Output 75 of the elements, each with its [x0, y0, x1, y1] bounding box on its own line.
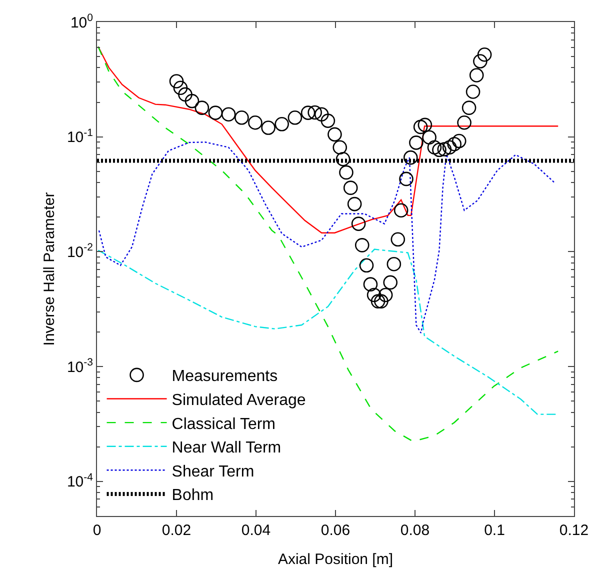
y-tick-label: 10$^{0}$	[70, 12, 94, 32]
point	[221, 107, 236, 122]
x-tick-label: 0.04	[241, 522, 271, 539]
point	[359, 258, 374, 273]
point	[366, 288, 382, 302]
point	[403, 150, 418, 165]
point	[390, 232, 406, 247]
point	[374, 294, 388, 308]
point	[386, 256, 402, 272]
x-axis-title: Axial Position [m]	[278, 551, 394, 568]
point	[466, 84, 480, 99]
x-tick-label: 0	[92, 522, 102, 539]
point	[383, 275, 398, 290]
point	[320, 114, 336, 128]
point	[184, 94, 200, 108]
x-tick-label: 0.06	[320, 522, 350, 539]
point	[339, 165, 354, 180]
point	[328, 127, 342, 142]
legend-label: Classical Term	[172, 416, 276, 433]
x-tick-label: 0.1	[484, 522, 505, 539]
point	[343, 180, 358, 195]
point	[178, 87, 192, 102]
point	[394, 203, 408, 218]
point	[452, 134, 466, 148]
point	[347, 196, 362, 212]
point	[300, 106, 316, 120]
point	[370, 294, 386, 308]
point	[248, 115, 262, 130]
legend-label: Simulated Average	[172, 392, 306, 409]
point	[336, 152, 350, 166]
line-series	[98, 46, 559, 442]
point	[447, 136, 462, 152]
point	[208, 106, 223, 120]
point	[422, 130, 436, 145]
point	[473, 54, 488, 68]
x-tick-label: 0.12	[559, 522, 589, 539]
point	[173, 80, 188, 96]
point	[351, 216, 366, 231]
point	[469, 68, 484, 82]
line-series	[98, 46, 559, 234]
point	[457, 115, 472, 130]
point	[308, 105, 322, 120]
x-tick-label: 0.02	[162, 522, 192, 539]
legend-label: Bohm	[172, 487, 214, 504]
point	[378, 288, 393, 302]
point	[314, 107, 329, 122]
legend-label: Measurements	[172, 368, 278, 386]
point	[332, 140, 348, 155]
point	[432, 142, 446, 158]
point	[261, 120, 276, 135]
point	[169, 74, 184, 88]
point	[418, 118, 432, 132]
legend-label: Near Wall Term	[172, 440, 282, 457]
point	[462, 100, 476, 115]
y-tick-label: 10$^{-4}$	[66, 471, 94, 491]
point	[363, 277, 378, 292]
point	[442, 140, 457, 155]
point	[437, 142, 452, 156]
point	[274, 117, 289, 132]
x-tick-label: 0.08	[400, 522, 430, 539]
point	[413, 120, 428, 134]
y-tick-label: 10$^{-3}$	[66, 356, 94, 376]
point	[288, 110, 302, 125]
point	[234, 110, 249, 125]
point	[477, 47, 492, 62]
point	[194, 100, 210, 115]
y-tick-label: 10$^{-2}$	[66, 242, 94, 261]
legend-label: Shear Term	[172, 463, 254, 480]
point	[409, 136, 424, 150]
point	[427, 140, 442, 155]
y-tick-label: 10$^{-1}$	[66, 126, 94, 146]
point	[354, 238, 370, 252]
y-axis-title: Inverse Hall Parameter	[41, 192, 58, 346]
line-series	[98, 142, 555, 334]
point	[399, 172, 414, 186]
